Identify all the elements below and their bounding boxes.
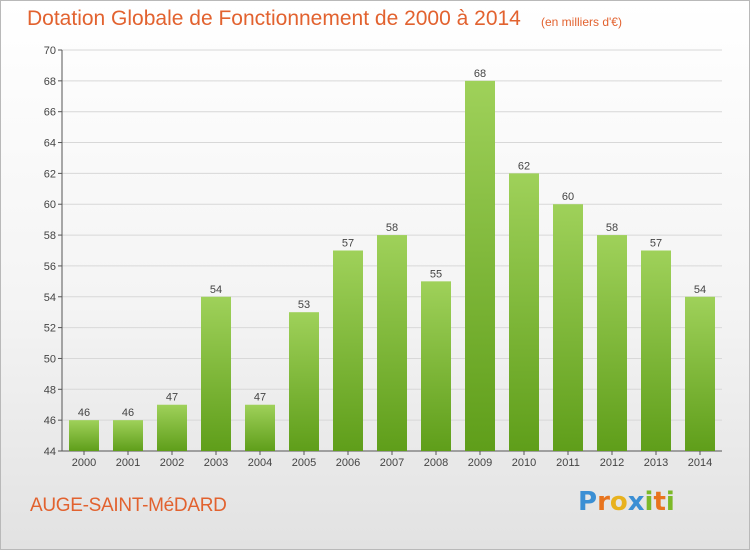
chart-title: Dotation Globale de Fonctionnement de 20… [27,7,521,30]
data-label-2013: 57 [650,238,662,250]
bar-2007 [377,235,407,451]
bar-2009 [465,80,495,451]
logo-letter: P [578,487,598,517]
y-tick-label: 66 [44,107,56,119]
chart-unit-note: (en milliers d'€) [541,15,622,29]
bars [69,80,715,451]
bar-2003 [201,296,231,451]
data-label-2002: 47 [166,392,178,404]
data-label-2000: 46 [78,407,90,419]
x-tick-label-2002: 2002 [160,457,184,469]
data-label-2009: 68 [474,68,486,80]
y-tick-label: 54 [44,292,56,304]
x-tick-label-2001: 2001 [116,457,140,469]
bar-2014 [685,296,715,451]
data-label-2003: 54 [210,284,222,296]
data-label-2007: 58 [386,222,398,234]
y-tick-label: 64 [44,138,56,150]
logo-letter: x [627,487,645,517]
bar-2005 [289,312,319,451]
data-label-2006: 57 [342,238,354,250]
bar-2008 [421,281,451,451]
bar-2011 [553,204,583,451]
y-tick-label: 58 [44,230,56,242]
x-tick-label-2004: 2004 [248,457,272,469]
bar-2002 [157,404,187,451]
y-tick-label: 50 [44,353,56,365]
logo-letter: i [665,487,675,517]
x-tick-label-2006: 2006 [336,457,360,469]
bar-2000 [69,420,99,451]
bar-2013 [641,250,671,451]
y-tick-label: 70 [44,45,56,57]
bar-2010 [509,173,539,451]
y-tick-label: 62 [44,168,56,180]
x-tick-label-2007: 2007 [380,457,404,469]
data-label-2011: 60 [562,191,574,203]
x-tick-label-2013: 2013 [644,457,668,469]
y-tick-label: 52 [44,323,56,335]
y-tick-label: 48 [44,384,56,396]
x-tick-label-2000: 2000 [72,457,96,469]
y-tick-label: 56 [44,261,56,273]
x-tick-label-2003: 2003 [204,457,228,469]
logo-letter: t [653,487,666,517]
data-labels: 46 46 47 54 47 53 57 58 55 68 62 60 58 57 54 [78,68,706,419]
x-tick-label-2012: 2012 [600,457,624,469]
x-tick-label-2014: 2014 [688,457,712,469]
logo-letter: r [597,487,610,517]
x-tick-label-2010: 2010 [512,457,536,469]
proxiti-logo: Proxiti [578,487,675,517]
x-tick-label-2009: 2009 [468,457,492,469]
x-tick-label-2005: 2005 [292,457,316,469]
y-tick-labels: 44 46 48 50 52 54 56 58 60 62 64 66 68 70 [44,45,56,458]
logo-letter: o [609,487,628,517]
x-tick-label-2011: 2011 [556,457,580,469]
data-label-2001: 46 [122,407,134,419]
logo-letter: i [644,487,654,517]
data-label-2014: 54 [694,284,706,296]
data-label-2012: 58 [606,222,618,234]
data-label-2005: 53 [298,299,310,311]
y-tick-label: 44 [44,446,56,458]
commune-name: AUGE-SAINT-MéDARD [30,495,227,516]
bar-2012 [597,235,627,451]
y-tick-label: 46 [44,415,56,427]
data-label-2008: 55 [430,268,442,280]
bar-2006 [333,250,363,451]
y-tick-label: 68 [44,76,56,88]
x-tick-label-2008: 2008 [424,457,448,469]
bar-2004 [245,404,275,451]
bar-2001 [113,420,143,451]
data-label-2010: 62 [518,160,530,172]
x-tick-labels: 2000 2001 2002 2003 2004 2005 2006 2007 2008 2009… [72,457,712,469]
y-tick-label: 60 [44,199,56,211]
data-label-2004: 47 [254,392,266,404]
